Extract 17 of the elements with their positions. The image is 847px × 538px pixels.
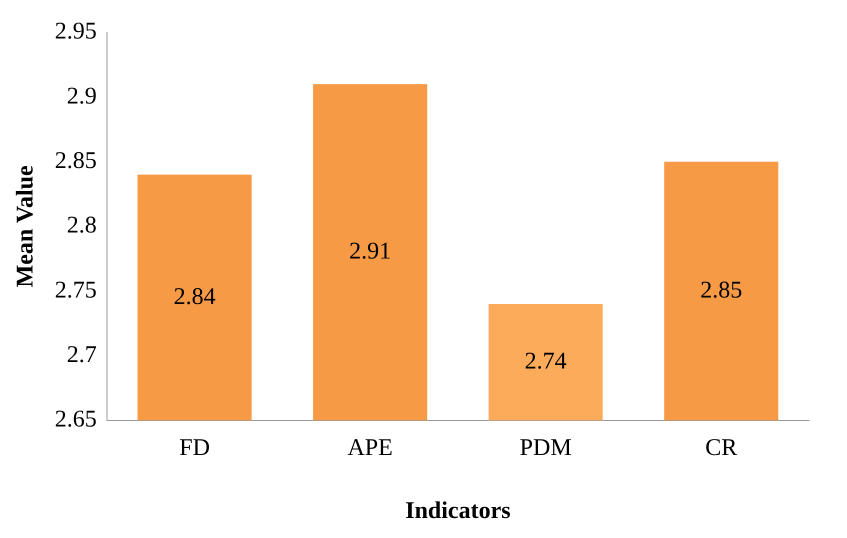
- y-tick-label: 2.7: [66, 342, 97, 368]
- x-tick-label: PDM: [520, 435, 572, 462]
- y-tick-label: 2.65: [54, 406, 97, 433]
- y-tick-label: 2.85: [54, 148, 97, 174]
- x-tick-label: FD: [179, 435, 210, 462]
- y-tick-label: 2.75: [54, 277, 97, 304]
- y-tick-label: 2.95: [54, 18, 97, 45]
- data-label: 2.85: [700, 277, 742, 304]
- y-tick-label: 2.9: [66, 83, 97, 110]
- data-label: 2.74: [524, 348, 567, 374]
- data-label: 2.91: [349, 238, 392, 265]
- x-tick-label: CR: [705, 435, 738, 462]
- data-label: 2.84: [174, 284, 216, 310]
- y-tick-label: 2.8: [66, 212, 97, 239]
- y-axis-title: Mean Value: [12, 165, 39, 288]
- x-axis-title: Indicators: [405, 498, 511, 524]
- x-tick-label: APE: [347, 435, 393, 462]
